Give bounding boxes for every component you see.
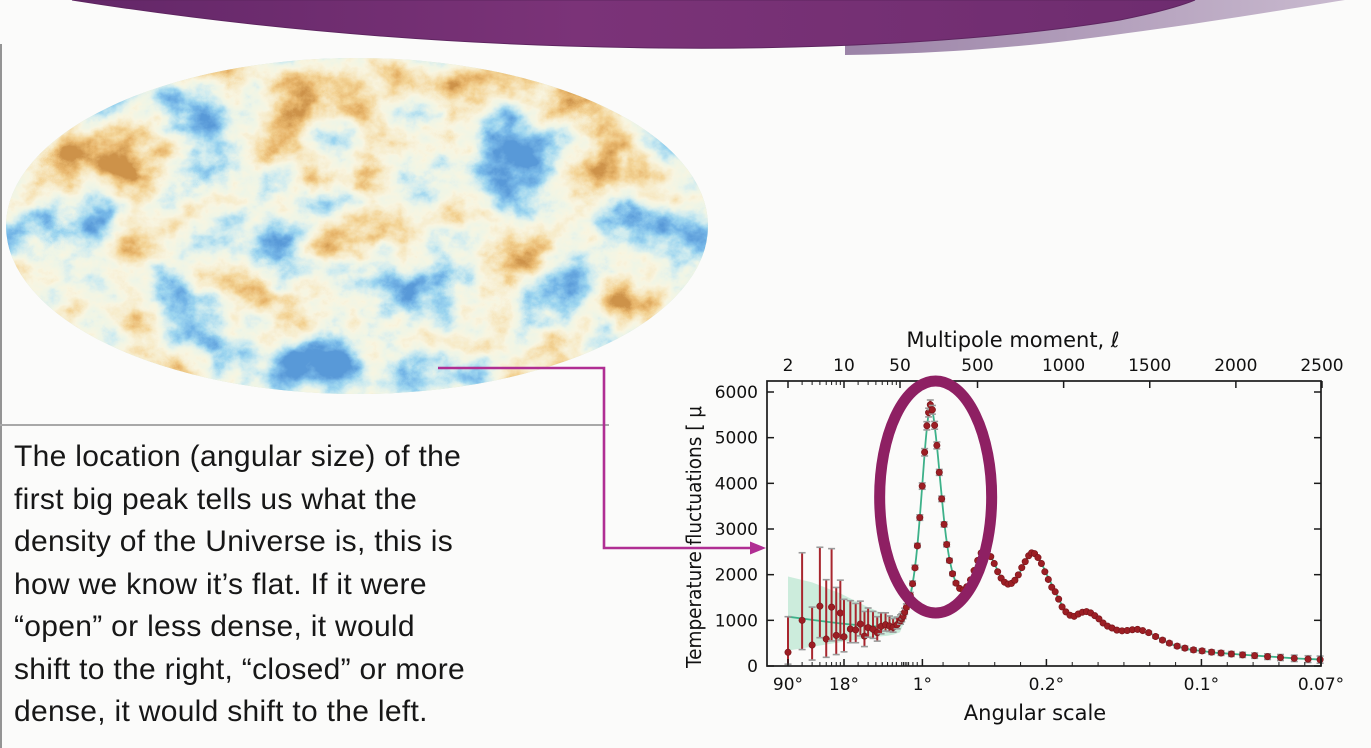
first-peak-highlight-ellipse [874, 375, 998, 619]
content-divider-line [0, 424, 609, 426]
data-point [940, 520, 948, 528]
data-point [1181, 644, 1189, 652]
top-tick-label: 10 [833, 356, 855, 376]
data-point [1021, 558, 1029, 566]
data-point [1159, 636, 1167, 644]
data-point [994, 568, 1002, 576]
data-point [1190, 646, 1198, 654]
data-point [952, 579, 960, 587]
cmb-sky-map [6, 58, 708, 394]
data-point [1051, 588, 1059, 596]
data-point [1044, 575, 1052, 583]
y-tick-label: 3000 [715, 520, 758, 540]
bottom-tick-label: 90° [773, 675, 803, 695]
banner-swoosh [71, 0, 1345, 55]
data-point [828, 603, 836, 611]
y-tick-label: 6000 [715, 383, 758, 403]
data-point [1058, 603, 1066, 611]
data-point [852, 626, 860, 634]
top-tick-label: 2000 [1214, 356, 1257, 376]
data-point [1173, 642, 1181, 650]
data-point [1014, 571, 1022, 579]
data-point [913, 542, 921, 550]
data-point [1152, 632, 1160, 640]
data-point [1304, 655, 1312, 663]
data-point [909, 580, 917, 588]
data-point [943, 541, 951, 549]
bottom-tick-label: 1° [913, 675, 932, 695]
data-point [1316, 656, 1324, 664]
data-point [1239, 651, 1247, 659]
y-tick-label: 2000 [715, 566, 758, 586]
data-point [840, 633, 848, 641]
data-point [1165, 639, 1173, 647]
data-point [923, 422, 931, 430]
data-point [808, 641, 816, 649]
data-point [856, 620, 864, 628]
data-point [945, 557, 953, 565]
top-tick-label: 1500 [1128, 356, 1171, 376]
data-point [933, 441, 941, 449]
data-point [1208, 648, 1216, 656]
data-point [918, 482, 926, 490]
data-point [928, 406, 936, 414]
y-tick-label: 1000 [715, 611, 758, 631]
data-point [1018, 564, 1026, 572]
data-point [949, 570, 957, 578]
cmb-map-texture [6, 58, 708, 394]
slide-left-edge-line [0, 44, 2, 748]
data-point [911, 564, 919, 572]
data-point [1139, 627, 1147, 635]
data-point [784, 648, 792, 656]
data-point [938, 495, 946, 503]
data-point [798, 616, 806, 624]
bottom-tick-label: 0.07° [1298, 675, 1344, 695]
data-point [816, 602, 824, 610]
data-point [1037, 559, 1045, 567]
top-tick-label: 50 [889, 356, 911, 376]
data-point [1290, 654, 1298, 662]
data-point [916, 514, 924, 522]
top-tick-label: 1000 [1042, 356, 1085, 376]
data-point [1041, 568, 1049, 576]
y-tick-label: 5000 [715, 429, 758, 449]
bottom-tick-label: 0.1° [1184, 675, 1220, 695]
data-point [1227, 650, 1235, 658]
data-point [1198, 647, 1206, 655]
data-point [873, 629, 881, 637]
y-tick-label: 4000 [715, 474, 758, 494]
data-point [1251, 652, 1259, 660]
data-point [1145, 629, 1153, 637]
bottom-tick-label: 18° [829, 675, 859, 695]
y-tick-label: 0 [747, 657, 758, 677]
data-point [1055, 595, 1063, 603]
bottom-axis-title: Angular scale [964, 701, 1106, 725]
y-axis-title: Temperature fluctuations [ μ [682, 406, 706, 669]
power-spectrum-chart: 2 10 50 500 1000 1500 2000 2500 Multipole moment… [682, 328, 1344, 725]
top-axis-title: Multipole moment, ℓ [906, 328, 1119, 352]
data-point [836, 609, 844, 617]
data-point [860, 632, 868, 640]
bottom-tick-label: 0.2° [1029, 675, 1065, 695]
data-point [1264, 653, 1272, 661]
top-tick-label: 2500 [1300, 356, 1343, 376]
data-point [1217, 649, 1225, 657]
data-point [1011, 576, 1019, 584]
explanation-text: The location (angular size) of the first… [14, 440, 465, 728]
data-point [1276, 654, 1284, 662]
top-tick-label: 2 [783, 356, 794, 376]
data-point [931, 421, 939, 429]
data-point [921, 448, 929, 456]
data-point [1095, 615, 1103, 623]
data-point [990, 559, 998, 567]
top-tick-label: 500 [961, 356, 993, 376]
plot-frame [766, 380, 1322, 667]
data-point [935, 468, 943, 476]
data-point [832, 631, 840, 639]
banner-dark-swoosh [71, 0, 1196, 49]
data-point [1034, 554, 1042, 562]
data-point [822, 635, 830, 643]
